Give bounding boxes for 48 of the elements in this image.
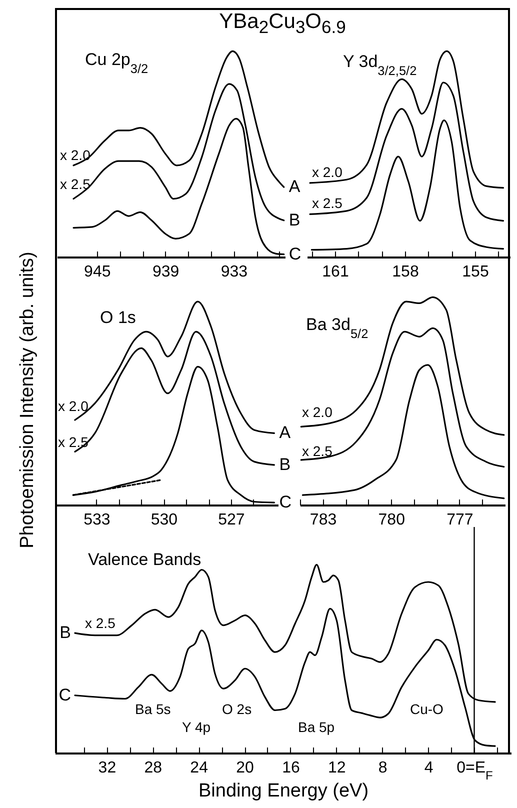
x-tick-label: 20	[236, 760, 254, 776]
annotation: Cu 2p$_{3/2}$	[85, 50, 148, 76]
series-label: C	[279, 492, 292, 512]
annotation: O 2s	[222, 701, 252, 717]
series-label: C	[58, 685, 71, 704]
annotation: x 2.5	[312, 195, 343, 211]
x-tick-label: 24	[190, 760, 208, 776]
series-label: B	[279, 454, 291, 474]
series-label: B	[288, 210, 300, 230]
x-tick-label: 777	[446, 512, 474, 528]
x-tick-label: 939	[152, 264, 180, 280]
series-label: A	[288, 177, 301, 196]
x-tick-label: 28	[144, 760, 162, 776]
x-tick-label: 32	[98, 760, 116, 776]
chart-title: YBa$_{2}$Cu$_{3}$O$_{6.9}$	[218, 10, 347, 38]
x-tick-label: 16	[282, 760, 300, 776]
annotation: Valence Bands	[88, 550, 202, 569]
x-tick-label: 0=E$_{F}$	[456, 760, 493, 782]
x-tick-label: 533	[84, 512, 110, 528]
x-axis-title: Binding Energy (eV)	[198, 780, 369, 802]
x-tick-label: 161	[322, 264, 349, 280]
annotation: x 2.5	[85, 615, 116, 631]
series-label: A	[279, 423, 292, 442]
x-tick-label: 783	[310, 512, 337, 528]
annotation: Cu-O	[410, 701, 444, 717]
x-tick-label: 8	[378, 760, 388, 776]
x-tick-label: 780	[378, 512, 406, 528]
series-label: B	[60, 623, 71, 642]
annotation: Y 4p	[182, 719, 211, 735]
annotation: x 2.0	[58, 398, 89, 414]
annotation: x 2.0	[302, 404, 333, 420]
x-tick-label: 155	[462, 264, 489, 280]
x-tick-label: 530	[150, 512, 178, 528]
annotation: Ba 5p	[298, 719, 335, 735]
x-tick-label: 12	[328, 760, 346, 776]
x-tick-label: 4	[424, 760, 434, 776]
x-tick-label: 933	[220, 264, 248, 280]
series-label: C	[288, 244, 302, 264]
annotation: x 2.5	[302, 443, 333, 459]
annotation: Ba 5s	[135, 701, 171, 717]
annotation: O 1s	[100, 308, 136, 327]
y-axis-title: Photoemission Intensity (arb. units)	[17, 252, 39, 548]
x-tick-label: 158	[392, 264, 419, 280]
annotation: Y 3d$_{3/2,5/2}$	[343, 52, 417, 78]
annotation: x 2.0	[312, 164, 343, 180]
annotation: Ba 3d$_{5/2}$	[306, 315, 368, 340]
x-tick-label: 527	[218, 512, 245, 528]
x-tick-label: 945	[84, 264, 111, 280]
